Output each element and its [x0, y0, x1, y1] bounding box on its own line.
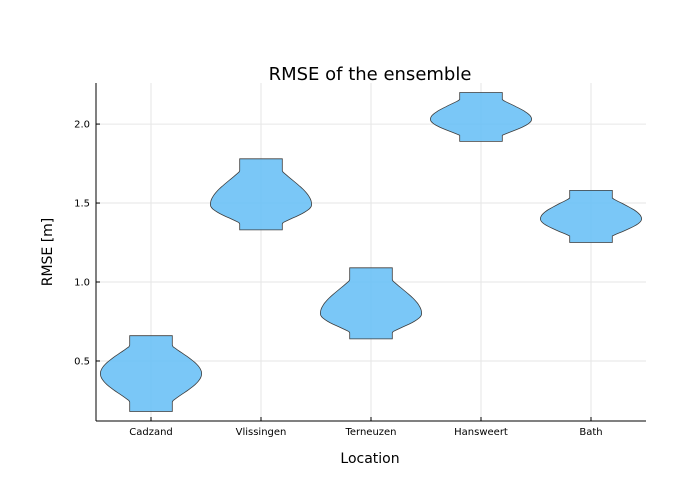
violin-terneuzen [319, 267, 423, 340]
violin-bath [539, 190, 643, 243]
violins [99, 92, 643, 412]
chart-title: RMSE of the ensemble [269, 64, 472, 85]
y-axis-title: RMSE [m] [40, 218, 56, 287]
x-axis-title: Location [340, 451, 399, 467]
violin-cadzand [99, 335, 203, 412]
y-tick-label: 1.0 [74, 278, 90, 289]
x-tick-label: Terneuzen [344, 427, 396, 438]
violin-vlissingen [209, 158, 313, 231]
y-tick-label: 0.5 [74, 356, 90, 367]
axes [95, 83, 646, 422]
y-tick-label: 2.0 [74, 120, 90, 131]
x-tick-label: Vlissingen [236, 427, 287, 438]
x-tick-label: Cadzand [129, 427, 173, 438]
grid [96, 83, 646, 421]
x-tick-label: Hansweert [454, 427, 508, 438]
y-tick-label: 1.5 [74, 199, 90, 210]
tick-labels: 0.5 1.0 1.5 2.0 Cadzand Vlissingen Terneuzen Ha… [74, 120, 603, 438]
x-tick-label: Bath [579, 427, 602, 438]
violin-hansweert [429, 92, 533, 142]
